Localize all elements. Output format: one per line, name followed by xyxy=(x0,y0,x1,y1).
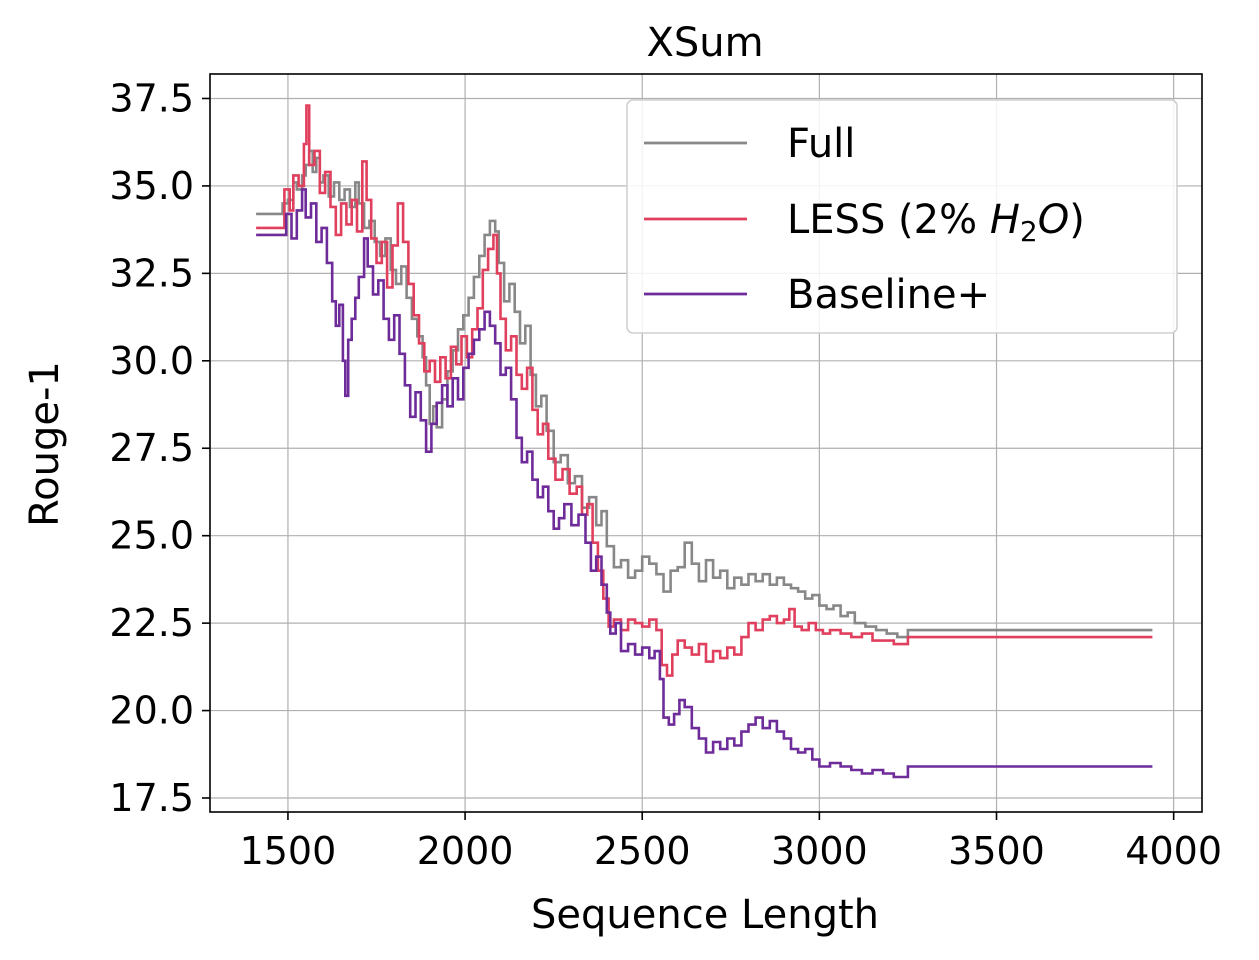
x-tick-label: 3000 xyxy=(771,829,868,873)
y-tick-label: 37.5 xyxy=(109,76,194,120)
legend-entry: Baseline+ xyxy=(787,272,990,318)
y-tick-label: 27.5 xyxy=(109,426,194,470)
y-tick-label: 32.5 xyxy=(109,251,194,295)
series-line-1 xyxy=(256,104,1153,677)
y-tick-label: 35.0 xyxy=(109,164,194,208)
legend-entry: Full xyxy=(787,121,855,167)
y-tick-label: 22.5 xyxy=(109,601,194,645)
legend-entry: LESS (2% H2O) xyxy=(787,197,1085,248)
x-tick-label: 2500 xyxy=(594,829,691,873)
y-tick-label: 25.0 xyxy=(109,514,194,558)
x-tick-label: 1500 xyxy=(240,829,337,873)
y-tick-label: 20.0 xyxy=(109,689,194,733)
y-axis-title: Rouge-1 xyxy=(22,361,68,527)
ticks: 1500 2000 2500 3000 3500 4000 17.5 20.0 22.5 25.0… xyxy=(109,76,1222,873)
plot-series xyxy=(256,104,1153,779)
x-tick-label: 3500 xyxy=(948,829,1045,873)
legend: Full LESS (2% H2O) Baseline+ xyxy=(626,99,1178,334)
x-axis-title: Sequence Length xyxy=(531,892,879,938)
legend-box xyxy=(626,99,1178,334)
chart-title: XSum xyxy=(646,20,763,66)
x-tick-label: 2000 xyxy=(417,829,514,873)
plot-frame xyxy=(209,73,1203,813)
y-tick-label: 17.5 xyxy=(109,776,194,820)
y-tick-label: 30.0 xyxy=(109,339,194,383)
x-tick-label: 4000 xyxy=(1125,829,1222,873)
series-line-2 xyxy=(256,188,1153,779)
